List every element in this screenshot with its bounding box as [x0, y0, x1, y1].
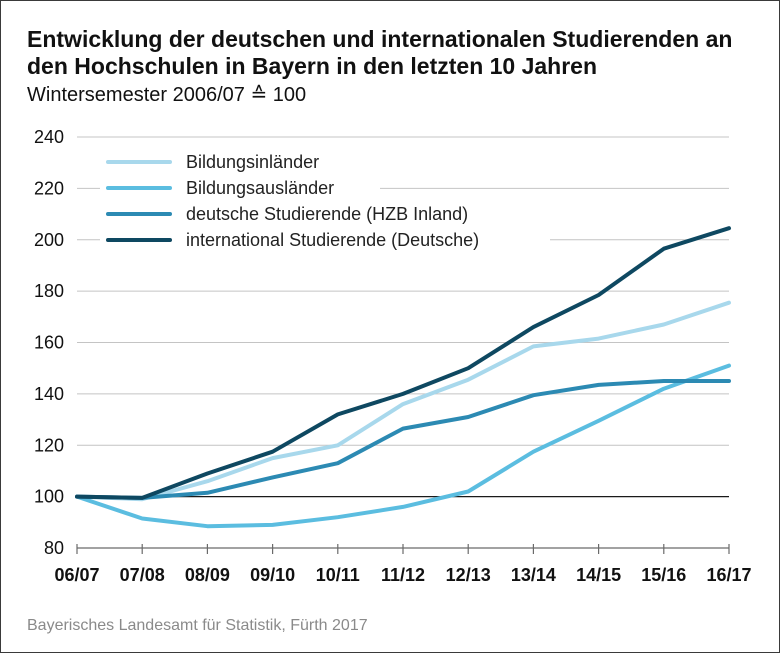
- y-tick-label: 200: [34, 230, 64, 250]
- chart-subtitle: Wintersemester 2006/07 ≙ 100: [27, 84, 307, 106]
- x-tick-label: 15/16: [641, 565, 686, 585]
- series-lines: [75, 226, 731, 529]
- series-line-4: [75, 226, 731, 500]
- x-tick-label: 07/08: [120, 565, 165, 585]
- x-tick-label: 11/12: [381, 565, 425, 585]
- x-tick-label: 14/15: [576, 565, 621, 585]
- legend-backdrop: [100, 228, 550, 252]
- legend-label-2: Bildungsausländer: [186, 178, 334, 198]
- legend-label-3: deutsche Studierende (HZB Inland): [186, 204, 468, 224]
- x-tick-label: 16/17: [706, 565, 751, 585]
- x-tick-label: 06/07: [54, 565, 99, 585]
- x-tick-label: 13/14: [511, 565, 556, 585]
- y-tick-label: 120: [34, 435, 64, 455]
- x-tick-label: 12/13: [446, 565, 491, 585]
- x-tick-label: 08/09: [185, 565, 230, 585]
- y-tick-label: 80: [44, 538, 64, 558]
- y-tick-label: 180: [34, 281, 64, 301]
- y-tick-label: 140: [34, 384, 64, 404]
- series-line-1: [75, 300, 731, 502]
- y-tick-label: 240: [34, 127, 64, 147]
- source-note: Bayerisches Landesamt für Statistik, Für…: [27, 617, 368, 634]
- x-axis: 06/07 07/08 08/09 09/10 10/11 11/12 12/13 13/14…: [54, 544, 752, 585]
- legend-backdrop: [100, 202, 540, 226]
- legend-label-1: Bildungsinländer: [186, 152, 319, 172]
- legend: Bildungsinländer Bildungsausländer deutsch…: [100, 150, 550, 252]
- series-line-3: [75, 379, 731, 500]
- series-line-2: [75, 363, 731, 529]
- x-tick-label: 10/11: [316, 565, 360, 585]
- y-tick-label: 100: [34, 487, 64, 507]
- x-tick-label: 09/10: [250, 565, 295, 585]
- y-tick-label: 220: [34, 178, 64, 198]
- y-tick-label: 160: [34, 333, 64, 353]
- legend-label-4: international Studierende (Deutsche): [186, 230, 479, 250]
- chart-title: Entwicklung der deutschen und internatio…: [27, 26, 733, 79]
- y-axis-ticks: 80 100 120 140 160 180 200 220 240: [34, 127, 64, 558]
